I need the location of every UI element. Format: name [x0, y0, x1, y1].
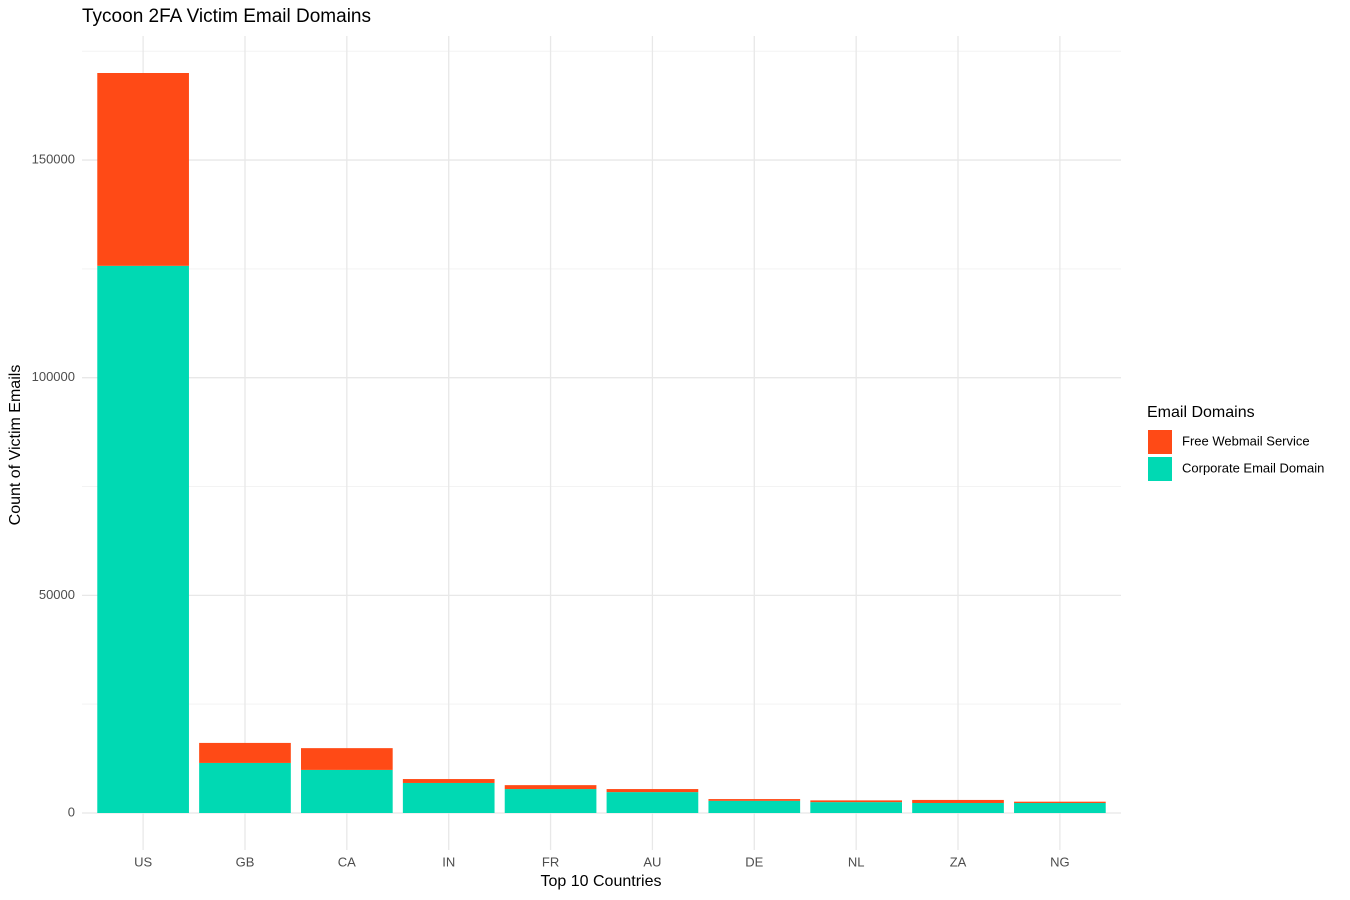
- legend-text: Corporate Email Domain: [1182, 460, 1324, 475]
- x-tick-label: GB: [236, 854, 255, 869]
- x-tick-label: AU: [643, 854, 661, 869]
- bar-segment: [301, 769, 393, 813]
- bar-segment: [199, 762, 291, 813]
- bar-segment: [97, 73, 189, 266]
- bar-segment: [97, 265, 189, 813]
- bar-segment: [912, 802, 1004, 813]
- legend-title: Email Domains: [1147, 404, 1255, 421]
- bar-segment: [708, 799, 801, 801]
- legend-text: Free Webmail Service: [1182, 433, 1310, 448]
- legend-key: [1148, 430, 1172, 454]
- bar-segment: [606, 792, 699, 813]
- legend-key: [1148, 457, 1172, 481]
- x-tick-label: US: [134, 854, 152, 869]
- bar-segment: [301, 748, 393, 770]
- y-tick-label: 150000: [32, 151, 75, 166]
- bar-segment: [912, 799, 1004, 803]
- x-tick-label: FR: [542, 854, 559, 869]
- x-tick-label: NL: [848, 854, 865, 869]
- x-axis-title: Top 10 Countries: [541, 873, 662, 890]
- bar-segment: [504, 785, 597, 790]
- y-tick-label: 0: [68, 804, 75, 819]
- y-tick-label: 100000: [32, 369, 75, 384]
- bar-segment: [708, 800, 801, 813]
- x-tick-label: NG: [1050, 854, 1070, 869]
- bar-segment: [1014, 802, 1106, 813]
- bar-segment: [810, 802, 902, 813]
- bar-segment: [606, 789, 699, 793]
- bar-segment: [199, 742, 291, 763]
- y-axis-title: Count of Victim Emails: [7, 365, 24, 526]
- bar-segment: [504, 789, 597, 813]
- x-tick-label: DE: [745, 854, 763, 869]
- x-tick-label: IN: [442, 854, 455, 869]
- bar-segment: [402, 779, 495, 783]
- grid: [82, 36, 1121, 850]
- x-tick-label: CA: [338, 854, 356, 869]
- bar-segment: [810, 800, 902, 803]
- bar-segment: [1014, 801, 1106, 803]
- x-tick-label: ZA: [950, 854, 967, 869]
- chart-title: Tycoon 2FA Victim Email Domains: [82, 6, 371, 27]
- y-tick-label: 50000: [39, 587, 75, 602]
- bar-segment: [402, 782, 495, 813]
